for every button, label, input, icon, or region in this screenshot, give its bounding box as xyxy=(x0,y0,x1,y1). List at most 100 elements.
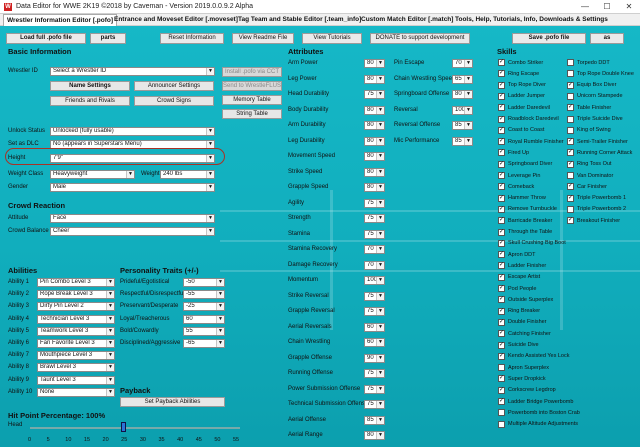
skill-checkbox[interactable] xyxy=(567,59,574,66)
unlock-status-select[interactable]: Unlocked (fully usable) ▼ xyxy=(50,127,215,136)
skill-checkbox[interactable] xyxy=(498,205,505,213)
install-cct-button[interactable]: Install .pofo via CCT xyxy=(222,67,282,77)
skill-checkbox[interactable] xyxy=(498,217,505,225)
announcer-settings-button[interactable]: Announcer Settings xyxy=(134,81,214,91)
tab-tag-team-stable[interactable]: Tag Team and Stable Editor [.team_info] xyxy=(238,16,362,23)
save-pofo-button[interactable]: Save .pofo file xyxy=(512,33,586,44)
save-as-button[interactable]: as xyxy=(590,33,624,44)
weight-select[interactable]: 240 lbs ▼ xyxy=(160,170,215,179)
skill-checkbox[interactable] xyxy=(498,341,505,349)
attribute-select[interactable]: 75 ▼ xyxy=(364,214,385,223)
skill-checkbox[interactable] xyxy=(567,81,574,89)
skill-checkbox[interactable] xyxy=(498,239,505,247)
skill-checkbox[interactable] xyxy=(498,262,505,270)
crowd-balance-select[interactable]: Cheer ▼ xyxy=(50,227,215,236)
attitude-select[interactable]: Face ▼ xyxy=(50,214,215,223)
attribute-select[interactable]: 70 ▼ xyxy=(452,59,473,68)
skill-checkbox[interactable] xyxy=(498,115,505,123)
attribute-select[interactable]: 75 ▼ xyxy=(364,369,385,378)
skill-checkbox[interactable] xyxy=(567,104,574,112)
hit-point-slider-thumb[interactable] xyxy=(121,422,126,432)
set-payback-button[interactable]: Set Payback Abilities xyxy=(120,397,225,407)
attribute-select[interactable]: 75 ▼ xyxy=(364,307,385,316)
skill-checkbox[interactable] xyxy=(498,364,505,372)
ability-select[interactable]: Technician Level 3 ▼ xyxy=(37,314,115,324)
skill-checkbox[interactable] xyxy=(498,228,505,236)
ability-select[interactable]: Teamwork Level 3 ▼ xyxy=(37,326,115,336)
skill-checkbox[interactable] xyxy=(498,194,505,202)
skill-checkbox[interactable] xyxy=(498,296,505,304)
attribute-select[interactable]: 85 ▼ xyxy=(452,121,473,130)
skill-checkbox[interactable] xyxy=(498,352,505,360)
attribute-select[interactable]: 75 ▼ xyxy=(364,198,385,208)
skill-checkbox[interactable] xyxy=(498,330,505,338)
skill-checkbox[interactable] xyxy=(567,92,574,100)
attribute-select[interactable]: 100 ▼ xyxy=(364,276,385,285)
attribute-select[interactable]: 80 ▼ xyxy=(364,121,385,130)
skill-checkbox[interactable] xyxy=(498,160,505,168)
skill-checkbox[interactable] xyxy=(567,172,574,179)
view-readme-button[interactable]: View Readme File xyxy=(232,33,294,44)
ability-select[interactable]: Brawl Level 3 ▼ xyxy=(37,363,115,373)
attribute-select[interactable]: 90 ▼ xyxy=(364,353,385,363)
attribute-select[interactable]: 65 ▼ xyxy=(452,74,473,84)
crowd-signs-button[interactable]: Crowd Signs xyxy=(134,96,214,106)
skill-checkbox[interactable] xyxy=(498,375,505,383)
skill-checkbox[interactable] xyxy=(498,92,505,100)
attribute-select[interactable]: 80 ▼ xyxy=(364,74,385,84)
tab-tools-help[interactable]: Tools, Help, Tutorials, Info, Downloads … xyxy=(455,16,608,23)
maximize-button[interactable]: ☐ xyxy=(603,2,611,11)
friends-rivals-button[interactable]: Friends and Rivals xyxy=(50,96,130,106)
skill-checkbox[interactable] xyxy=(498,409,505,417)
skill-checkbox[interactable] xyxy=(498,149,505,157)
skill-checkbox[interactable] xyxy=(567,149,574,157)
ability-select[interactable]: Taunt Level 3 ▼ xyxy=(37,375,115,385)
skill-checkbox[interactable] xyxy=(498,70,505,78)
send-wrestleflus-button[interactable]: Send to WrestleFLUS xyxy=(222,81,282,91)
load-pofo-button[interactable]: Load full .pofo file xyxy=(6,33,86,44)
close-button[interactable]: ✕ xyxy=(625,2,633,11)
tab-entrance-moveset[interactable]: Entrance and Moveset Editor [.moveset] xyxy=(114,16,238,23)
skill-checkbox[interactable] xyxy=(498,398,505,405)
memory-table-button[interactable]: Memory Table xyxy=(222,95,282,105)
reset-information-button[interactable]: Reset Information xyxy=(160,33,224,44)
attribute-select[interactable]: 100 ▼ xyxy=(452,105,473,115)
trait-select[interactable]: 60 ▼ xyxy=(183,314,225,324)
skill-checkbox[interactable] xyxy=(498,273,505,281)
trait-select[interactable]: -65 ▼ xyxy=(183,339,225,348)
skill-checkbox[interactable] xyxy=(567,126,574,134)
attribute-select[interactable]: 75 ▼ xyxy=(364,384,385,394)
weight-class-select[interactable]: Heavyweight ▼ xyxy=(50,170,135,179)
ability-select[interactable]: Mouthpiece Level 3 ▼ xyxy=(37,351,115,361)
ability-select[interactable]: Dirty Pin Level 2 ▼ xyxy=(37,302,115,312)
skill-checkbox[interactable] xyxy=(567,217,574,225)
attribute-select[interactable]: 75 ▼ xyxy=(364,229,385,239)
attribute-select[interactable]: 60 ▼ xyxy=(364,322,385,332)
skill-checkbox[interactable] xyxy=(498,251,505,259)
wrestler-id-select[interactable]: Select a Wrestler ID ▼ xyxy=(50,67,215,76)
skill-checkbox[interactable] xyxy=(498,126,505,134)
skill-checkbox[interactable] xyxy=(567,194,574,202)
skill-checkbox[interactable] xyxy=(498,138,505,146)
trait-select[interactable]: -50 ▼ xyxy=(183,278,225,287)
attribute-select[interactable]: 75 ▼ xyxy=(364,90,385,99)
skill-checkbox[interactable] xyxy=(567,183,574,191)
skill-checkbox[interactable] xyxy=(498,183,505,191)
name-settings-button[interactable]: Name Settings xyxy=(50,81,130,91)
skill-checkbox[interactable] xyxy=(567,70,574,78)
skill-checkbox[interactable] xyxy=(567,138,574,146)
attribute-select[interactable]: 75 ▼ xyxy=(364,291,385,301)
skill-checkbox[interactable] xyxy=(498,172,505,179)
attribute-select[interactable]: 80 ▼ xyxy=(364,152,385,161)
tab-custom-match[interactable]: Custom Match Editor [.match] xyxy=(361,16,454,23)
skill-checkbox[interactable] xyxy=(498,285,505,292)
skill-checkbox[interactable] xyxy=(498,81,505,89)
view-tutorials-button[interactable]: View Tutorials xyxy=(302,33,362,44)
skill-checkbox[interactable] xyxy=(498,59,505,66)
trait-select[interactable]: -25 ▼ xyxy=(183,302,225,312)
trait-select[interactable]: -55 ▼ xyxy=(183,290,225,300)
skill-checkbox[interactable] xyxy=(567,115,574,123)
attribute-select[interactable]: 80 ▼ xyxy=(364,136,385,146)
ability-select[interactable]: Fan Favorite Level 3 ▼ xyxy=(37,339,115,348)
attribute-select[interactable]: 70 ▼ xyxy=(364,245,385,254)
